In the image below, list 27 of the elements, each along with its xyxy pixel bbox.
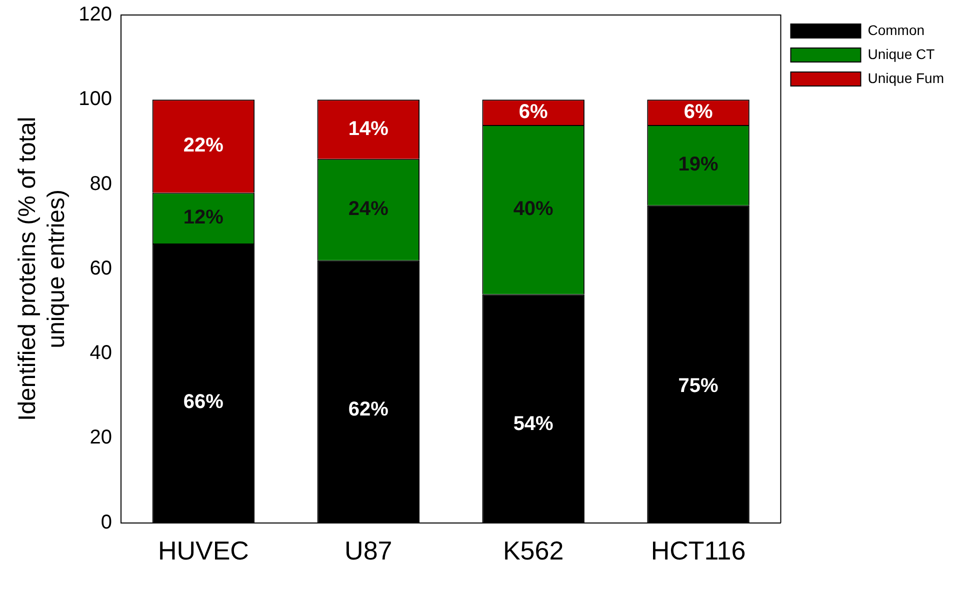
data-label: 22% [183, 134, 224, 157]
data-label: 66% [183, 391, 224, 414]
data-label: 40% [513, 198, 554, 220]
y-tick-label: 20 [90, 426, 112, 449]
y-tick-label: 40 [90, 342, 112, 364]
legend-label: Unique Fum [868, 70, 944, 86]
data-label: 6% [518, 100, 548, 123]
y-tick-label: 100 [78, 88, 112, 110]
y-tick-label: 60 [90, 257, 112, 280]
data-label: 19% [678, 154, 719, 176]
data-label: 24% [348, 198, 389, 220]
x-tick-label: U87 [344, 536, 392, 566]
data-label: 54% [513, 413, 554, 436]
legend-label: Common [868, 22, 925, 38]
x-tick-label: HCT116 [650, 536, 746, 566]
y-axis-title: Identified proteins (% of total unique entries) [14, 116, 70, 421]
y-tick-label: 0 [100, 511, 112, 534]
data-label: 12% [183, 206, 224, 229]
x-tick-label: K562 [502, 536, 564, 566]
data-label: 75% [678, 374, 719, 397]
x-tick-label: HUVEC [158, 536, 249, 566]
legend-label: Unique CT [868, 46, 936, 62]
data-label: 6% [684, 100, 713, 123]
y-tick-label: 120 [78, 4, 112, 26]
y-tick-label: 80 [90, 172, 112, 195]
data-label: 62% [348, 398, 389, 420]
data-label: 14% [348, 118, 389, 140]
